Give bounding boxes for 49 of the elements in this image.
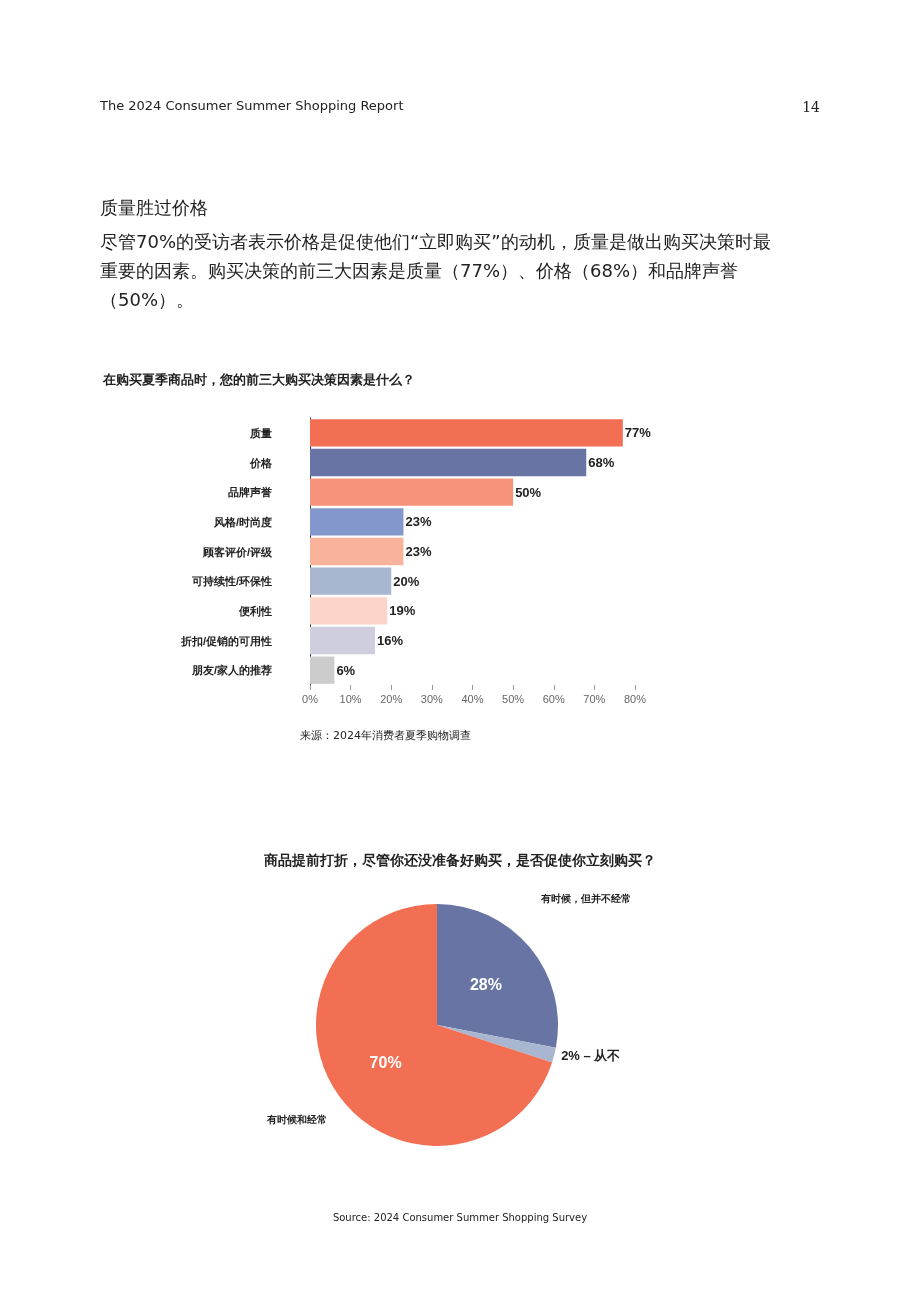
- bar: [310, 656, 335, 684]
- bar: [310, 567, 392, 595]
- data-label: 68%: [588, 455, 615, 470]
- bar: [310, 419, 623, 447]
- data-label: 23%: [405, 514, 432, 530]
- y-tick-label: 便利性: [238, 604, 272, 617]
- y-tick-label: 可持续性/环保性: [190, 575, 272, 588]
- text: 质量胜过价格: [100, 197, 209, 219]
- bar: [310, 478, 514, 506]
- chart-title: 商品提前打折，尽管你还没准备好购买，是否促使你立刻购买？: [263, 852, 656, 868]
- text: The 2024 Consumer Summer Shopping Report: [100, 98, 405, 114]
- x-tick-label: 70%: [583, 692, 606, 705]
- data-label: 16%: [377, 633, 404, 648]
- bar: [310, 508, 404, 536]
- data-label: 50%: [515, 484, 542, 500]
- x-tick-label: 20%: [380, 692, 403, 705]
- bar: [310, 537, 404, 566]
- y-tick-label: 风格/时尚度: [212, 515, 272, 528]
- source-note: 来源：2024年消费者夏季购物调查: [300, 729, 472, 743]
- data-label: 19%: [389, 603, 416, 619]
- x-tick-label: 60%: [542, 692, 565, 705]
- data-label: 28%: [469, 976, 502, 994]
- x-tick-label: 40%: [461, 692, 484, 705]
- data-label: 70%: [369, 1053, 402, 1071]
- x-tick-label: 10%: [339, 692, 362, 705]
- slice-label: 有时候，但并不经常: [540, 893, 632, 905]
- x-tick-label: 50%: [502, 692, 525, 705]
- chart-title: 在购买夏季商品时，您的前三大购买决策因素是什么？: [102, 372, 415, 387]
- bar: [310, 597, 388, 625]
- x-tick-label: 0%: [302, 692, 319, 705]
- data-label: 20%: [393, 573, 420, 589]
- y-tick-label: 价格: [249, 456, 273, 469]
- data-label: 6%: [336, 662, 356, 678]
- y-tick-label: 质量: [249, 426, 272, 439]
- text: 尽管70%的受访者表示价格是促使他们“立即购买”的动机，质量是做出购买决策时最重要的因素。购买决策的前三大因素是质量（77%）、价格（68%）和品牌声誉（50%）。: [100, 230, 772, 312]
- x-tick-label: 80%: [623, 692, 647, 705]
- y-tick-label: 朋友/家人的推荐: [190, 664, 272, 678]
- y-tick-label: 折扣/促销的可用性: [179, 634, 272, 647]
- y-tick-label: 顾客评价/评级: [201, 545, 273, 558]
- data-label: 23%: [405, 544, 432, 559]
- data-label: 77%: [624, 425, 652, 441]
- y-tick-label: 品牌声誉: [228, 486, 272, 499]
- x-tick-label: 30%: [420, 692, 444, 705]
- bar: [310, 626, 375, 655]
- slice-label: 有时候和经常: [266, 1114, 328, 1126]
- bar: [310, 448, 587, 477]
- text: 14: [801, 99, 820, 116]
- data-label: 2% – 从不: [561, 1048, 621, 1064]
- source-note: Source: 2024 Consumer Summer Shopping Survey: [331, 1212, 589, 1224]
